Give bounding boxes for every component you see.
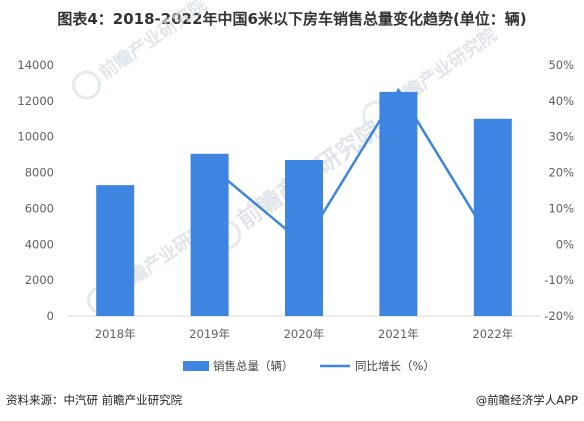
- footer: 资料来源：中汽研 前瞻产业研究院 @前瞻经济学人APP: [6, 392, 578, 412]
- bar-series: [96, 91, 512, 317]
- y-left-tick-label: 6000: [25, 201, 54, 215]
- y-right-tick-label: 30%: [548, 130, 574, 144]
- bar: [96, 185, 135, 316]
- y-right-tick-label: -20%: [544, 309, 574, 323]
- source-note: 资料来源：中汽研 前瞻产业研究院: [6, 393, 183, 407]
- y-left-tick-label: 8000: [25, 166, 54, 180]
- x-axis: 2018年 2019年 2020年 2021年 2022年: [95, 327, 513, 341]
- y-left-tick-label: 12000: [17, 94, 54, 108]
- y-axis-left: 0 2000 4000 6000 8000 10000 12000 14000: [17, 58, 54, 323]
- x-tick-label: 2020年: [284, 327, 325, 341]
- watermark: 前瞻产业研究院: [72, 0, 211, 100]
- y-right-tick-label: 10%: [548, 201, 574, 215]
- x-tick-label: 2019年: [189, 327, 230, 341]
- legend-bar-swatch: [183, 361, 209, 371]
- bar: [285, 160, 323, 316]
- bar: [190, 153, 229, 316]
- bar: [473, 118, 512, 317]
- line-series: [208, 87, 494, 247]
- y-left-tick-label: 10000: [17, 130, 54, 144]
- legend-bar-label: 销售总量（辆）: [213, 359, 294, 373]
- y-right-tick-label: 20%: [548, 166, 574, 180]
- svg-text:前瞻产业研究院: 前瞻产业研究院: [95, 0, 211, 84]
- x-tick-label: 2021年: [378, 327, 419, 341]
- y-right-tick-label: -10%: [544, 273, 574, 287]
- growth-line: [208, 87, 494, 247]
- y-right-tick-label: 40%: [548, 94, 574, 108]
- legend-line-label: 同比增长（%）: [355, 359, 435, 373]
- bar: [379, 91, 418, 317]
- y-left-tick-label: 14000: [17, 58, 54, 72]
- y-left-tick-label: 0: [47, 309, 54, 323]
- y-right-tick-label: 0%: [556, 237, 574, 251]
- x-tick-label: 2022年: [472, 327, 513, 341]
- legend: 销售总量（辆） 同比增长（%）: [183, 359, 435, 373]
- x-tick-label: 2018年: [95, 327, 136, 341]
- brand-credit: @前瞻经济学人APP: [475, 393, 578, 407]
- y-left-tick-label: 2000: [25, 273, 54, 287]
- y-axis-right: -20% -10% 0% 10% 20% 30% 40% 50%: [544, 58, 574, 323]
- y-left-tick-label: 4000: [25, 237, 54, 251]
- y-right-tick-label: 50%: [548, 58, 574, 72]
- chart-title: 图表4：2018-2022年中国6米以下房车销售总量变化趋势(单位：辆): [57, 10, 527, 28]
